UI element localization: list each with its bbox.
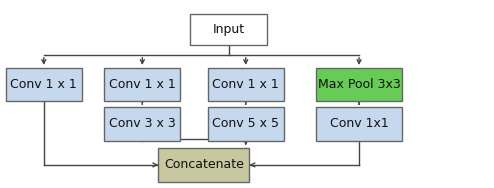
FancyBboxPatch shape (5, 68, 82, 102)
Text: Input: Input (212, 23, 245, 36)
Text: Conv 1 x 1: Conv 1 x 1 (212, 78, 279, 91)
FancyBboxPatch shape (159, 148, 249, 182)
FancyBboxPatch shape (207, 107, 284, 141)
Text: Conv 1 x 1: Conv 1 x 1 (10, 78, 77, 91)
FancyBboxPatch shape (316, 68, 402, 102)
FancyBboxPatch shape (316, 107, 402, 141)
FancyBboxPatch shape (104, 107, 180, 141)
Text: Conv 3 x 3: Conv 3 x 3 (109, 117, 176, 130)
Text: Concatenate: Concatenate (164, 158, 244, 171)
Text: Conv 1 x 1: Conv 1 x 1 (109, 78, 176, 91)
Text: Max Pool 3x3: Max Pool 3x3 (318, 78, 401, 91)
FancyBboxPatch shape (104, 68, 180, 102)
Text: Conv 1x1: Conv 1x1 (329, 117, 388, 130)
FancyBboxPatch shape (190, 14, 267, 45)
FancyBboxPatch shape (207, 68, 284, 102)
Text: Conv 5 x 5: Conv 5 x 5 (212, 117, 279, 130)
